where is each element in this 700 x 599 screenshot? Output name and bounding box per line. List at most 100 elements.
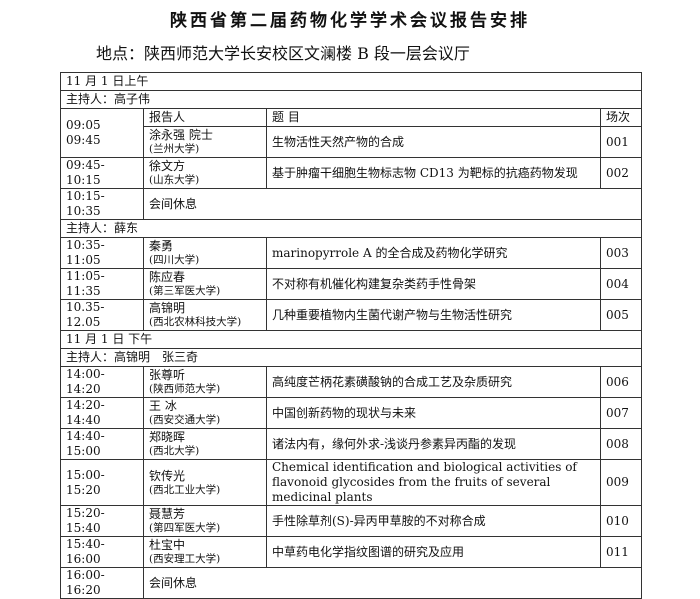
date-row-cell: 11 月 1 日上午 <box>60 72 642 91</box>
speaker-name: 郑晓晖 <box>149 430 186 444</box>
talk-row: 14:40-15:00 郑晓晖 (西北大学) 诸法内有，缘何外求-浅谈丹参素异丙酯的发… <box>60 428 642 460</box>
talk-row: 15:40-16:00 杜宝中 (西安理工大学) 中草药电化学指纹图谱的研究及应用 01… <box>60 536 642 568</box>
speaker-name: 聂慧芳 <box>149 507 186 521</box>
talk-time: 09:45-10:15 <box>60 157 144 189</box>
talk-topic: 基于肿瘤干细胞生物标志物 CD13 为靶标的抗癌药物发现 <box>266 157 601 189</box>
speaker-name: 秦勇 <box>149 239 174 253</box>
host-row: 主持人：高子伟 <box>60 90 642 109</box>
location-line: 地点：陕西师范大学长安校区文澜楼 B 段一层会议厅 <box>96 44 470 63</box>
speaker-cell: 杜宝中 (西安理工大学) <box>143 536 267 568</box>
speaker-cell: 钦传光 (西北工业大学) <box>143 459 267 506</box>
date-row-cell: 11 月 1 日 下午 <box>60 330 642 349</box>
talk-time: 11:05-11:35 <box>60 268 144 300</box>
speaker-affiliation: (陕西师范大学) <box>149 383 221 395</box>
talk-time: 14:40-15:00 <box>60 428 144 460</box>
speaker-name: 高锦明 <box>149 301 186 315</box>
speaker-affiliation: (第三军医大学) <box>149 285 221 297</box>
talk-topic: 几种重要植物内生菌代谢产物与生物活性研究 <box>266 299 601 331</box>
break-time: 16:00-16:20 <box>60 567 144 599</box>
speaker-cell: 张尊听 (陕西师范大学) <box>143 366 267 398</box>
header-no: 场次 <box>600 108 642 127</box>
speaker-name: 陈应春 <box>149 270 186 284</box>
host-row-cell: 主持人：薛东 <box>60 219 642 238</box>
session-number: 008 <box>600 428 642 460</box>
talk-topic: marinopyrrole A 的全合成及药物化学研究 <box>266 237 601 269</box>
talk-time: 14:20-14:40 <box>60 397 144 429</box>
session-number: 007 <box>600 397 642 429</box>
session-number: 004 <box>600 268 642 300</box>
break-label: 会间休息 <box>143 567 642 599</box>
talk-topic: 中国创新药物的现状与未来 <box>266 397 601 429</box>
talk-row: 10:35-11:05 秦勇 (四川大学) marinopyrrole A 的全合成及… <box>60 237 642 269</box>
session-number: 010 <box>600 505 642 537</box>
header-topic: 题 目 <box>266 108 601 127</box>
talk-topic: 高纯度芒柄花素磺酸钠的合成工艺及杂质研究 <box>266 366 601 398</box>
speaker-name: 徐文方 <box>149 159 186 173</box>
speaker-cell: 秦勇 (四川大学) <box>143 237 267 269</box>
speaker-affiliation: (西安交通大学) <box>149 414 221 426</box>
talk-row: 09:45-10:15 徐文方 (山东大学) 基于肿瘤干细胞生物标志物 CD13 为靶… <box>60 157 642 189</box>
speaker-name: 张尊听 <box>149 368 186 382</box>
speaker-affiliation: (西北工业大学) <box>149 483 221 496</box>
session-number: 011 <box>600 536 642 568</box>
talk-row: 14:20-14:40 王 冰 (西安交通大学) 中国创新药物的现状与未来 007 <box>60 397 642 429</box>
talk-time: 15:40-16:00 <box>60 536 144 568</box>
session-number: 002 <box>600 157 642 189</box>
speaker-name: 王 冰 <box>149 399 177 413</box>
speaker-affiliation: (西北大学) <box>149 445 200 457</box>
speaker-affiliation: (第四军医大学) <box>149 522 221 534</box>
speaker-cell: 高锦明 (西北农林科技大学) <box>143 299 267 331</box>
talk-topic: 中草药电化学指纹图谱的研究及应用 <box>266 536 601 568</box>
talk-topic: 生物活性天然产物的合成 <box>266 126 601 158</box>
header-speaker: 报告人 <box>143 108 267 127</box>
host-row: 主持人：薛东 <box>60 219 642 238</box>
speaker-affiliation: (西北农林科技大学) <box>149 316 242 328</box>
talk-row: 14:00-14:20 张尊听 (陕西师范大学) 高纯度芒柄花素磺酸钠的合成工艺及杂质… <box>60 366 642 398</box>
talk-row: 15:00-15:20 钦传光 (西北工业大学) Chemical identific… <box>60 459 642 506</box>
host-row-cell: 主持人：高锦明 张三奇 <box>60 348 642 367</box>
break-label: 会间休息 <box>143 188 642 220</box>
session-number: 005 <box>600 299 642 331</box>
speaker-name: 杜宝中 <box>149 538 186 552</box>
speaker-affiliation: (山东大学) <box>149 174 200 186</box>
session-number: 006 <box>600 366 642 398</box>
break-row: 16:00-16:20 会间休息 <box>60 567 642 599</box>
speaker-cell: 郑晓晖 (西北大学) <box>143 428 267 460</box>
schedule-table: 11 月 1 日上午 主持人：高子伟 09:05 09:45 报告人题 目场次 涂永强 … <box>60 72 642 599</box>
header-row: 09:05 09:45 报告人题 目场次 <box>60 108 642 158</box>
talk-time: 14:00-14:20 <box>60 366 144 398</box>
speaker-affiliation: (西安理工大学) <box>149 553 221 565</box>
speaker-cell: 涂永强 院士 (兰州大学) <box>143 126 267 158</box>
talk-row: 11:05-11:35 陈应春 (第三军医大学) 不对称有机催化构建复杂类药手性骨架 0… <box>60 268 642 300</box>
speaker-cell: 王 冰 (西安交通大学) <box>143 397 267 429</box>
speaker-cell: 聂慧芳 (第四军医大学) <box>143 505 267 537</box>
speaker-cell: 徐文方 (山东大学) <box>143 157 267 189</box>
talk-topic: 不对称有机催化构建复杂类药手性骨架 <box>266 268 601 300</box>
talk-topic: 手性除草剂(S)-异丙甲草胺的不对称合成 <box>266 505 601 537</box>
talk-time: 15:20-15:40 <box>60 505 144 537</box>
speaker-cell: 陈应春 (第三军医大学) <box>143 268 267 300</box>
session-number: 009 <box>600 459 642 506</box>
talk-time: 09:05 09:45 <box>60 108 144 158</box>
speaker-name: 钦传光 <box>149 468 186 483</box>
document-title: 陕西省第二届药物化学学术会议报告安排 <box>170 11 530 31</box>
session-number: 003 <box>600 237 642 269</box>
talk-topic: 诸法内有，缘何外求-浅谈丹参素异丙酯的发现 <box>266 428 601 460</box>
speaker-name: 涂永强 院士 <box>149 128 213 142</box>
break-time: 10:15-10:35 <box>60 188 144 220</box>
talk-time: 10.35-12.05 <box>60 299 144 331</box>
host-row-cell: 主持人：高子伟 <box>60 90 642 109</box>
break-row: 10:15-10:35 会间休息 <box>60 188 642 220</box>
host-row: 主持人：高锦明 张三奇 <box>60 348 642 367</box>
session-number: 001 <box>600 126 642 158</box>
date-row: 11 月 1 日上午 <box>60 72 642 91</box>
speaker-affiliation: (兰州大学) <box>149 143 200 155</box>
speaker-affiliation: (四川大学) <box>149 254 200 266</box>
talk-row: 10.35-12.05 高锦明 (西北农林科技大学) 几种重要植物内生菌代谢产物与生物… <box>60 299 642 331</box>
talk-row: 15:20-15:40 聂慧芳 (第四军医大学) 手性除草剂(S)-异丙甲草胺的不对称… <box>60 505 642 537</box>
talk-topic: Chemical identification and biological a… <box>266 459 601 506</box>
talk-row: 涂永强 院士 (兰州大学) 生物活性天然产物的合成 001 <box>61 126 642 158</box>
date-row: 11 月 1 日 下午 <box>60 330 642 349</box>
talk-time: 15:00-15:20 <box>60 459 144 506</box>
talk-time: 10:35-11:05 <box>60 237 144 269</box>
